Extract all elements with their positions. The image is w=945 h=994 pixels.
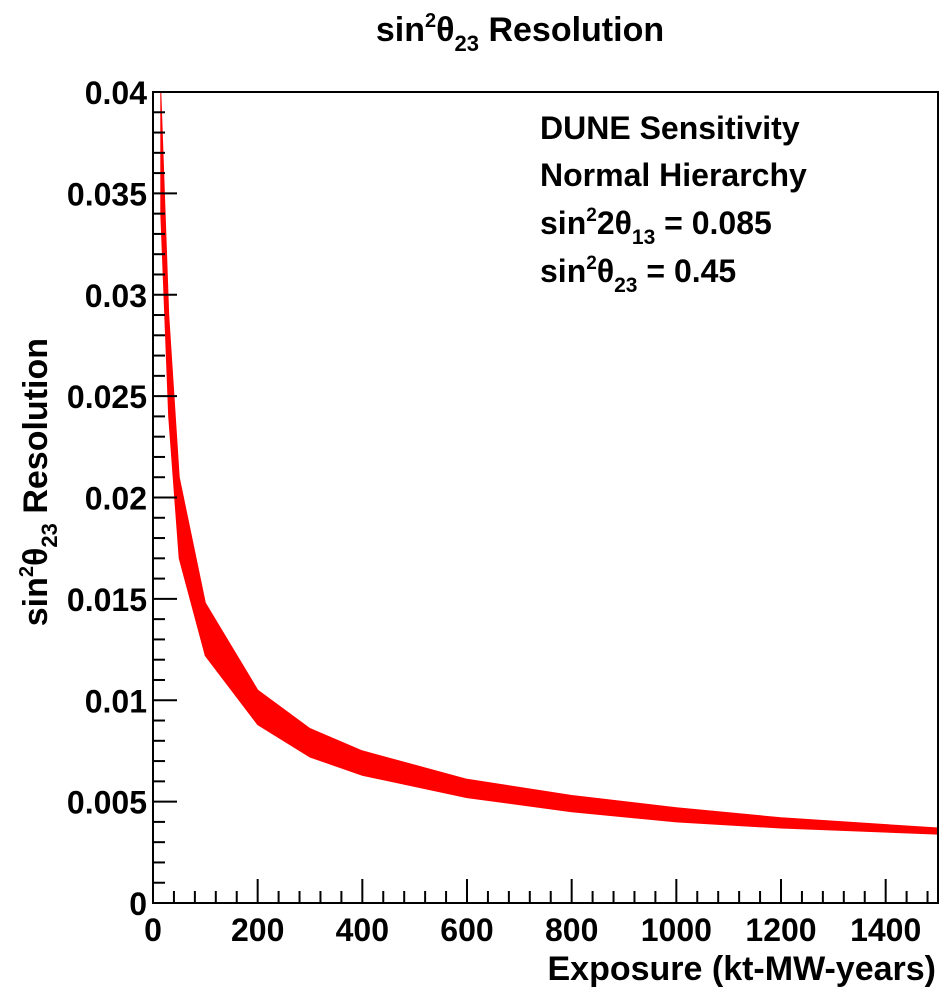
info-line-theta13: sin22θ13 = 0.085 bbox=[540, 205, 772, 249]
y-tick-label: 0.025 bbox=[67, 379, 147, 415]
x-tick-label: 400 bbox=[336, 912, 389, 948]
x-tick-label: 600 bbox=[440, 912, 493, 948]
ylabel-sub: 23 bbox=[37, 523, 62, 547]
resolution-band-0 bbox=[160, 92, 938, 835]
y-tick-label: 0.04 bbox=[85, 75, 147, 111]
x-tick-labels: 0 200 400 600 800 1000 1200 1400 bbox=[144, 912, 921, 948]
y-tick-label: 0.005 bbox=[67, 785, 147, 821]
info-line-experiment: DUNE Sensitivity bbox=[540, 110, 800, 146]
x-tick-label: 1400 bbox=[850, 912, 921, 948]
y-tick-label: 0.01 bbox=[85, 683, 147, 719]
info-line-hierarchy: Normal Hierarchy bbox=[540, 157, 807, 193]
tick-layer bbox=[152, 91, 929, 904]
ylabel-base: sin bbox=[17, 577, 55, 626]
x-tick-label: 800 bbox=[545, 912, 598, 948]
title-sup: 2 bbox=[425, 10, 436, 32]
info-text-block: DUNE Sensitivity Normal Hierarchy sin22θ… bbox=[540, 110, 807, 297]
series-layer bbox=[160, 92, 938, 835]
y-tick-label: 0 bbox=[129, 886, 147, 922]
ylabel-sup: 2 bbox=[16, 566, 38, 577]
ylabel-mid: θ bbox=[17, 548, 55, 566]
y-tick-label: 0.03 bbox=[85, 278, 147, 314]
info-line-theta23: sin2θ23 = 0.45 bbox=[540, 253, 736, 297]
y-axis-label: sin2θ23 Resolution bbox=[16, 338, 62, 626]
y-tick-label: 0.015 bbox=[67, 582, 147, 618]
title-tail: Resolution bbox=[479, 11, 664, 49]
y-tick-label: 0.035 bbox=[67, 176, 147, 212]
x-axis-label: Exposure (kt-MW-years) bbox=[547, 950, 936, 988]
chart-title: sin2θ23 Resolution bbox=[376, 10, 664, 56]
title-sub: 23 bbox=[455, 31, 479, 56]
x-tick-label: 1000 bbox=[641, 912, 712, 948]
ylabel-tail: Resolution bbox=[17, 338, 55, 523]
title-mid: θ bbox=[436, 11, 454, 49]
x-tick-label: 1200 bbox=[745, 912, 816, 948]
y-tick-label: 0.02 bbox=[85, 481, 147, 517]
y-tick-labels: 0 0.005 0.01 0.015 0.02 0.025 0.03 0.035 0.04 bbox=[67, 75, 147, 922]
title-base: sin bbox=[376, 11, 425, 49]
x-tick-label: 0 bbox=[144, 912, 162, 948]
x-tick-label: 200 bbox=[231, 912, 284, 948]
